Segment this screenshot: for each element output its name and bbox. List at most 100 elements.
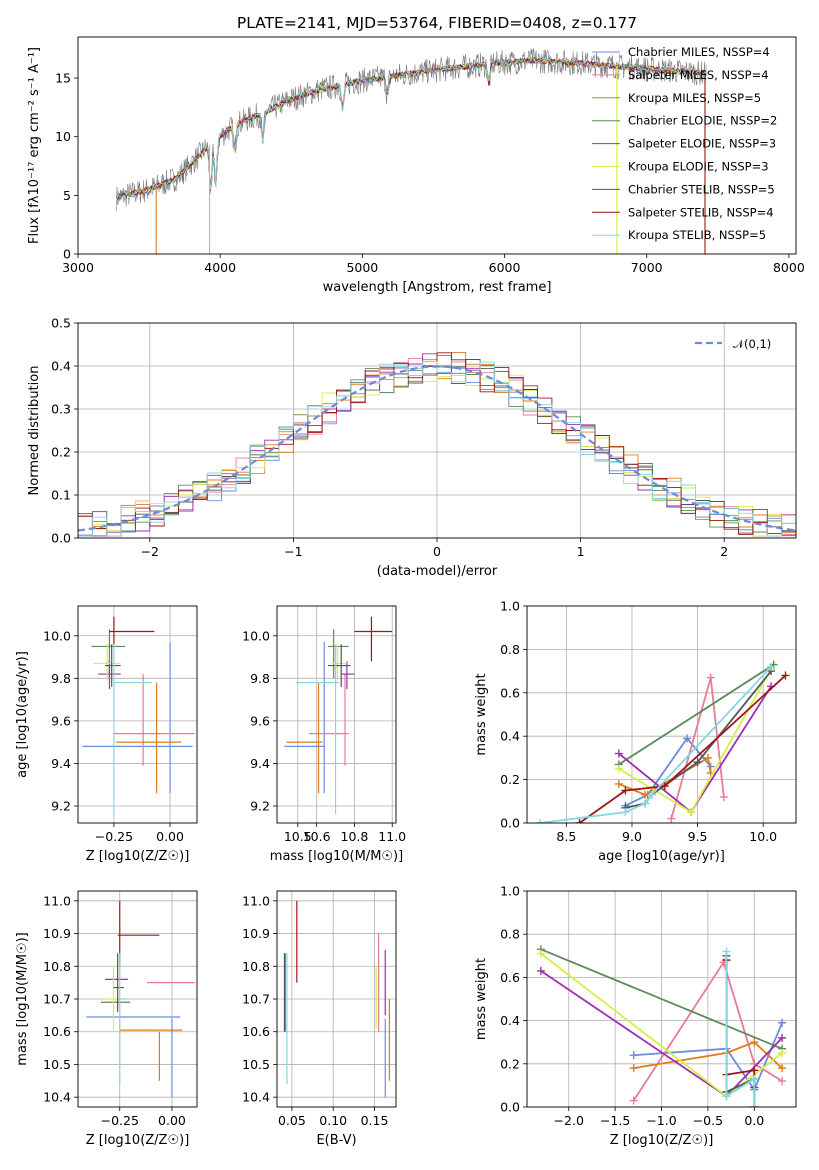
y-tick-label: 0.0 xyxy=(51,531,71,546)
y-tick-label: 10 xyxy=(55,129,71,144)
x-tick-label: 10.0 xyxy=(749,829,777,844)
y-tick-label: 0.4 xyxy=(500,729,520,744)
x-tick-label: 8000 xyxy=(773,260,805,275)
series-marker xyxy=(750,1066,759,1075)
x-axis-label: mass [log10(M/M☉)] xyxy=(270,849,403,864)
x-tick-label: −0.25 xyxy=(101,1113,139,1128)
series-marker xyxy=(693,758,702,767)
legend-entry: Kroupa ELODIE, NSSP=3 xyxy=(628,160,769,174)
legend-entry: Chabrier MILES, NSSP=4 xyxy=(628,45,770,59)
x-tick-label: 9.5 xyxy=(688,829,708,844)
y-tick-label: 0.4 xyxy=(500,1013,520,1028)
series-marker xyxy=(722,1092,731,1101)
y-tick-label: 1.0 xyxy=(500,599,520,614)
series-marker xyxy=(722,947,731,956)
y-tick-label: 10.6 xyxy=(242,1024,270,1039)
y-tick-label: 10.4 xyxy=(43,1090,71,1105)
series-line-chabrier-elodie xyxy=(618,663,775,766)
series-marker xyxy=(719,792,728,801)
axes-frame xyxy=(526,605,797,824)
x-tick-label: 10.5 xyxy=(284,829,312,844)
series-marker xyxy=(621,808,630,817)
x-tick-label: 6000 xyxy=(489,260,521,275)
y-tick-label: 10.7 xyxy=(242,992,270,1007)
legend-entry: 𝒩(0,1) xyxy=(733,337,771,351)
y-tick-label: 10.5 xyxy=(43,1057,71,1072)
series-marker xyxy=(778,1077,787,1086)
series-marker xyxy=(614,749,623,758)
y-tick-label: 10.5 xyxy=(242,1057,270,1072)
y-tick-label: 9.4 xyxy=(250,756,270,771)
x-axis-label: Z [log10(Z/Z☉)] xyxy=(610,1133,714,1148)
series-marker xyxy=(706,673,715,682)
y-tick-label: 10.0 xyxy=(43,628,71,643)
x-tick-label: 9.0 xyxy=(622,829,642,844)
y-tick-label: 9.6 xyxy=(51,713,71,728)
x-tick-label: 8.5 xyxy=(556,829,576,844)
y-tick-label: 11.0 xyxy=(242,893,270,908)
legend-entry: Salpeter ELODIE, NSSP=3 xyxy=(628,137,776,151)
series-marker xyxy=(647,790,656,799)
x-tick-label: −2.0 xyxy=(554,1113,584,1128)
series-marker xyxy=(614,779,623,788)
series-marker xyxy=(781,671,790,680)
legend-entry: Salpeter MILES, NSSP=4 xyxy=(628,68,769,82)
y-tick-label: 0.8 xyxy=(500,642,520,657)
y-tick-label: 1.0 xyxy=(500,884,520,899)
age-vs-mass-axes: 10.510.6 10.8 11.0 9.2 9.4 9.6 9.8 10.0 mass [lo… xyxy=(242,605,406,864)
y-tick-label: 0.5 xyxy=(51,316,71,331)
y-axis-label: mass weight xyxy=(474,958,489,1040)
y-tick-label: 10.8 xyxy=(43,959,71,974)
residuals-axes: −2 −1 0 1 2 0.0 0.1 0.2 0.3 0.4 0.5 (data-model)/er… xyxy=(27,316,797,579)
weight-vs-age-axes: 8.5 9.0 9.5 10.0 0.0 0.2 0.4 0.6 0.8 1.0 age [log1… xyxy=(474,599,797,864)
series-marker xyxy=(667,814,676,823)
x-tick-label: −1.5 xyxy=(600,1113,630,1128)
y-tick-label: 0.6 xyxy=(500,685,520,700)
series-line-chabrier-miles xyxy=(625,736,712,807)
y-tick-label: 10.9 xyxy=(43,926,71,941)
x-tick-label: 10.8 xyxy=(341,829,369,844)
x-tick-label: 11.0 xyxy=(378,829,406,844)
series-marker xyxy=(687,808,696,817)
x-tick-label: 3000 xyxy=(62,260,94,275)
series-marker xyxy=(536,949,545,958)
axes-frame xyxy=(77,605,198,824)
y-tick-label: 9.2 xyxy=(250,798,270,813)
x-tick-label: −2 xyxy=(141,544,159,559)
y-tick-label: 0.6 xyxy=(500,970,520,985)
x-tick-label: 0.15 xyxy=(361,1113,389,1128)
x-axis-label: Z [log10(Z/Z☉)] xyxy=(86,849,190,864)
y-tick-label: 0.0 xyxy=(500,1100,520,1115)
series-marker xyxy=(778,1049,787,1057)
x-tick-label: 10.6 xyxy=(303,829,331,844)
axes-frame xyxy=(77,890,198,1108)
legend-entry: Kroupa STELIB, NSSP=5 xyxy=(628,228,766,242)
y-tick-label: 10.8 xyxy=(242,959,270,974)
series-marker xyxy=(683,734,692,743)
x-tick-label: −0.25 xyxy=(95,829,133,844)
y-tick-label: 0.3 xyxy=(51,402,71,417)
y-tick-label: 0.2 xyxy=(500,1056,520,1071)
series-marker xyxy=(778,1033,787,1042)
series-marker xyxy=(629,1051,638,1060)
age-vs-z-axes: −0.25 0.00 9.2 9.4 9.6 9.8 10.0 Z [log10(Z/Z☉)]… xyxy=(15,605,198,864)
y-tick-label: 0 xyxy=(63,247,71,262)
series-marker xyxy=(621,786,630,795)
y-tick-label: 9.6 xyxy=(250,713,270,728)
series-marker xyxy=(750,1103,759,1107)
axes-frame xyxy=(276,890,397,1108)
legend-entry: Salpeter STELIB, NSSP=4 xyxy=(628,205,774,219)
x-axis-label: Z [log10(Z/Z☉)] xyxy=(86,1133,190,1148)
series-marker xyxy=(778,1018,787,1027)
weight-vs-z-axes: −2.0 −1.5 −1.0 −0.5 0.0 0.0 0.2 0.4 0.6 0.8 1.0 Z [… xyxy=(474,884,797,1148)
histogram-chabrier-stelib xyxy=(78,359,796,534)
series-marker xyxy=(767,662,776,671)
y-tick-label: 11.0 xyxy=(43,893,71,908)
series-marker xyxy=(629,1064,638,1073)
y-axis-label: mass [log10(M/M☉)] xyxy=(15,932,30,1065)
y-tick-label: 10.4 xyxy=(242,1090,270,1105)
y-tick-label: 0.4 xyxy=(51,359,71,374)
mass-vs-ebv-axes: 0.05 0.10 0.15 10.4 10.5 10.6 10.7 10.8 10.9 11.0… xyxy=(242,890,397,1148)
series-marker xyxy=(750,1038,759,1047)
series-line-chabrier-elodie xyxy=(540,948,783,1050)
